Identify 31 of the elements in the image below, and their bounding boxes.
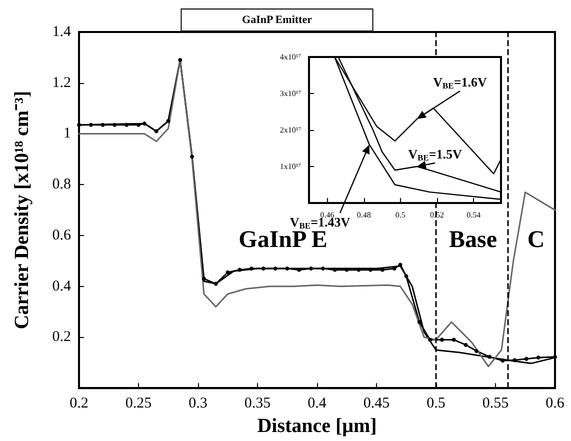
x-tick-label: 0.5	[395, 210, 406, 220]
y-tick-label: 4x10¹⁷	[280, 52, 302, 62]
text: GaInP Emitter	[242, 14, 312, 26]
x-tick-label: 0.25	[125, 396, 152, 412]
x-tick-label: 0.2	[70, 396, 88, 412]
annotation: C	[527, 227, 545, 253]
y-tick-label: 3x10¹⁷	[280, 89, 302, 98]
y-tick-label: 0.2	[52, 329, 71, 346]
y-tick-label: 1.4	[52, 24, 72, 40]
y-tick-label: 0.8	[52, 176, 71, 193]
x-tick-label: 0.46	[320, 210, 334, 220]
x-tick-label: 0.5	[426, 396, 446, 412]
annotation: Base	[449, 227, 498, 253]
y-tick-label: 1.2	[52, 74, 71, 91]
x-tick-label: 0.3	[188, 396, 208, 412]
y-tick-label: 0.6	[52, 227, 72, 244]
y-tick-label: 1x10¹⁷	[280, 162, 302, 171]
y-axis-title: Carrier Density [x10¹⁸ cm⁻³]	[11, 90, 33, 330]
x-tick-label: 0.45	[363, 396, 390, 412]
y-tick-label: 1	[64, 126, 71, 142]
x-tick-label: 0.55	[482, 396, 509, 412]
x-tick-label: 0.54	[466, 210, 481, 220]
x-tick-label: 0.6	[546, 396, 565, 412]
x-tick-label: 0.35	[244, 396, 271, 412]
y-tick-label: 0.4	[52, 278, 72, 294]
x-tick-label: 0.48	[356, 210, 371, 220]
annotation: GaInP E	[238, 227, 328, 253]
y-tick-label: 2x10¹⁷	[280, 126, 302, 134]
x-tick-label: 0.52	[430, 210, 444, 220]
x-tick-label: 0.4	[308, 396, 327, 412]
x-axis-title: Distance [μm]	[257, 415, 377, 437]
